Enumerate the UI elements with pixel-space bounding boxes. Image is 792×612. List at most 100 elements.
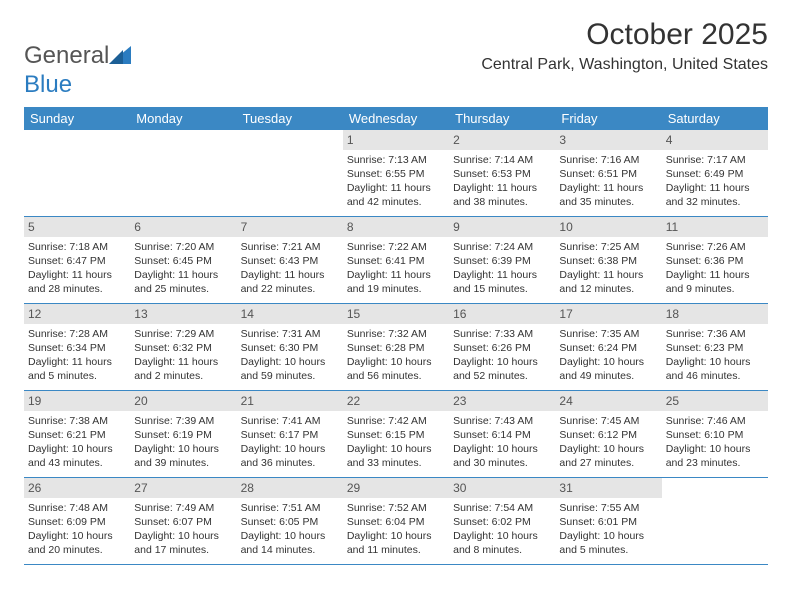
daylight-text2: and 8 minutes. <box>453 543 551 557</box>
daylight-text: Daylight: 11 hours <box>347 181 445 195</box>
day-cell: 30Sunrise: 7:54 AMSunset: 6:02 PMDayligh… <box>449 478 555 564</box>
day-number: 22 <box>343 391 449 411</box>
logo-sail-icon <box>109 43 131 71</box>
daylight-text: Daylight: 11 hours <box>559 268 657 282</box>
day-cell <box>130 130 236 216</box>
day-number: 11 <box>662 217 768 237</box>
sunrise-text: Sunrise: 7:36 AM <box>666 327 764 341</box>
day-cell: 22Sunrise: 7:42 AMSunset: 6:15 PMDayligh… <box>343 391 449 477</box>
day-cell: 27Sunrise: 7:49 AMSunset: 6:07 PMDayligh… <box>130 478 236 564</box>
day-number: 25 <box>662 391 768 411</box>
sunrise-text: Sunrise: 7:38 AM <box>28 414 126 428</box>
week-row: 19Sunrise: 7:38 AMSunset: 6:21 PMDayligh… <box>24 391 768 478</box>
week-row: 12Sunrise: 7:28 AMSunset: 6:34 PMDayligh… <box>24 304 768 391</box>
sunrise-text: Sunrise: 7:54 AM <box>453 501 551 515</box>
daylight-text2: and 49 minutes. <box>559 369 657 383</box>
daylight-text2: and 20 minutes. <box>28 543 126 557</box>
day-number: 28 <box>237 478 343 498</box>
sunset-text: Sunset: 6:10 PM <box>666 428 764 442</box>
logo-word1: General <box>24 42 109 69</box>
daylight-text2: and 5 minutes. <box>559 543 657 557</box>
daylight-text: Daylight: 10 hours <box>559 355 657 369</box>
day-cell: 10Sunrise: 7:25 AMSunset: 6:38 PMDayligh… <box>555 217 661 303</box>
daylight-text2: and 12 minutes. <box>559 282 657 296</box>
sunset-text: Sunset: 6:01 PM <box>559 515 657 529</box>
daylight-text2: and 28 minutes. <box>28 282 126 296</box>
day-number: 3 <box>555 130 661 150</box>
daylight-text2: and 2 minutes. <box>134 369 232 383</box>
day-cell: 5Sunrise: 7:18 AMSunset: 6:47 PMDaylight… <box>24 217 130 303</box>
day-number: 19 <box>24 391 130 411</box>
daylight-text: Daylight: 10 hours <box>241 442 339 456</box>
sunset-text: Sunset: 6:55 PM <box>347 167 445 181</box>
logo: General Blue <box>24 18 131 99</box>
daylight-text: Daylight: 11 hours <box>241 268 339 282</box>
day-number: 26 <box>24 478 130 498</box>
sunset-text: Sunset: 6:26 PM <box>453 341 551 355</box>
sunset-text: Sunset: 6:07 PM <box>134 515 232 529</box>
daylight-text: Daylight: 10 hours <box>559 529 657 543</box>
daylight-text2: and 39 minutes. <box>134 456 232 470</box>
sunrise-text: Sunrise: 7:48 AM <box>28 501 126 515</box>
daylight-text2: and 5 minutes. <box>28 369 126 383</box>
weeks-container: 1Sunrise: 7:13 AMSunset: 6:55 PMDaylight… <box>24 130 768 565</box>
day-number: 2 <box>449 130 555 150</box>
sunrise-text: Sunrise: 7:39 AM <box>134 414 232 428</box>
day-header-cell: Sunday <box>24 107 130 130</box>
sunrise-text: Sunrise: 7:29 AM <box>134 327 232 341</box>
week-row: 5Sunrise: 7:18 AMSunset: 6:47 PMDaylight… <box>24 217 768 304</box>
sunset-text: Sunset: 6:43 PM <box>241 254 339 268</box>
day-number: 10 <box>555 217 661 237</box>
day-cell: 14Sunrise: 7:31 AMSunset: 6:30 PMDayligh… <box>237 304 343 390</box>
day-number: 1 <box>343 130 449 150</box>
day-cell: 1Sunrise: 7:13 AMSunset: 6:55 PMDaylight… <box>343 130 449 216</box>
daylight-text: Daylight: 11 hours <box>134 355 232 369</box>
daylight-text2: and 36 minutes. <box>241 456 339 470</box>
sunset-text: Sunset: 6:28 PM <box>347 341 445 355</box>
week-row: 26 Sunrise: 7:48 AMSunset: 6:09 PM Dayligh… <box>24 478 768 565</box>
sunrise-text: Sunrise: 7:21 AM <box>241 240 339 254</box>
day-number: 8 <box>343 217 449 237</box>
day-cell <box>237 130 343 216</box>
sunrise-text: Sunrise: 7:51 AM <box>241 501 339 515</box>
daylight-text: Daylight: 11 hours <box>347 268 445 282</box>
location: Central Park, Washington, United States <box>481 56 768 74</box>
day-number: 30 <box>449 478 555 498</box>
daylight-text: Daylight: 11 hours <box>666 181 764 195</box>
daylight-text: Daylight: 10 hours <box>453 355 551 369</box>
day-number: 9 <box>449 217 555 237</box>
day-header-cell: Thursday <box>449 107 555 130</box>
daylight-text2: and 22 minutes. <box>241 282 339 296</box>
day-cell: 28 Sunrise: 7:51 AMSunset: 6:05 PMDayligh… <box>237 478 343 564</box>
daylight-text: Daylight: 10 hours <box>241 529 339 543</box>
day-cell: 6Sunrise: 7:20 AMSunset: 6:45 PMDaylight… <box>130 217 236 303</box>
daylight-text2: and 23 minutes. <box>666 456 764 470</box>
day-cell: 20Sunrise: 7:39 AMSunset: 6:19 PMDayligh… <box>130 391 236 477</box>
sunset-text: Sunset: 6:32 PM <box>134 341 232 355</box>
daylight-text: Daylight: 10 hours <box>347 529 445 543</box>
sunset-text: Sunset: 6:04 PM <box>347 515 445 529</box>
day-cell: 15Sunrise: 7:32 AMSunset: 6:28 PMDayligh… <box>343 304 449 390</box>
sunset-text: Sunset: 6:05 PM <box>241 515 339 529</box>
day-cell <box>662 478 768 564</box>
sunrise-text: Sunrise: 7:49 AM <box>134 501 232 515</box>
sunrise-text: Sunrise: 7:22 AM <box>347 240 445 254</box>
daylight-text: Daylight: 11 hours <box>453 268 551 282</box>
day-number: 12 <box>24 304 130 324</box>
daylight-text2: and 52 minutes. <box>453 369 551 383</box>
day-cell: 24Sunrise: 7:45 AMSunset: 6:12 PMDayligh… <box>555 391 661 477</box>
day-number: 20 <box>130 391 236 411</box>
sunset-text: Sunset: 6:47 PM <box>28 254 126 268</box>
day-number: 6 <box>130 217 236 237</box>
logo-word2: Blue <box>24 71 72 98</box>
month-title: October 2025 <box>481 18 768 52</box>
day-number: 13 <box>130 304 236 324</box>
day-cell: 16Sunrise: 7:33 AMSunset: 6:26 PMDayligh… <box>449 304 555 390</box>
sunset-text: Sunset: 6:09 PM <box>28 515 126 529</box>
day-cell: 7Sunrise: 7:21 AMSunset: 6:43 PMDaylight… <box>237 217 343 303</box>
daylight-text: Daylight: 10 hours <box>559 442 657 456</box>
day-cell: 4Sunrise: 7:17 AMSunset: 6:49 PMDaylight… <box>662 130 768 216</box>
day-cell: 8Sunrise: 7:22 AMSunset: 6:41 PMDaylight… <box>343 217 449 303</box>
day-cell <box>24 130 130 216</box>
calendar: SundayMondayTuesdayWednesdayThursdayFrid… <box>24 107 768 565</box>
